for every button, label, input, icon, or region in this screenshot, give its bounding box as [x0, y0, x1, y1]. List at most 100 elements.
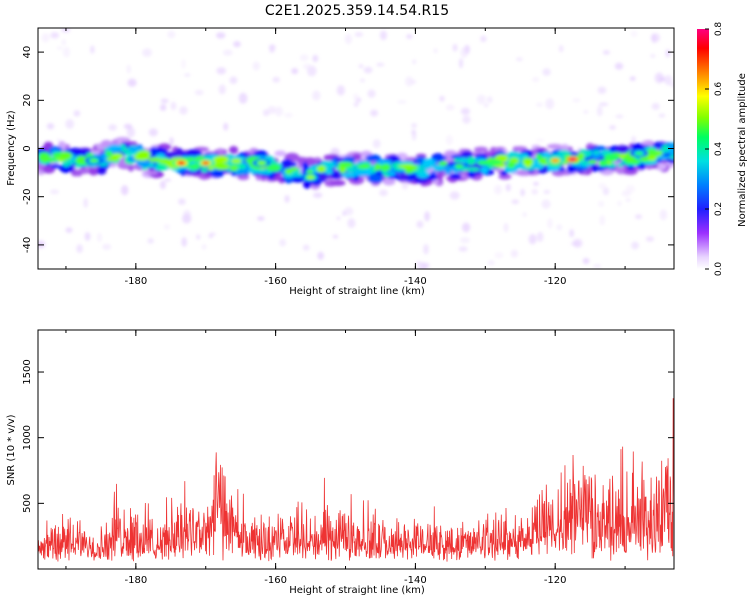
heatmap-speckle — [505, 183, 511, 192]
heatmap-speckle — [614, 62, 624, 70]
heatmap-blob — [115, 136, 131, 142]
heatmap-blob — [209, 169, 225, 178]
heatmap-blob — [516, 169, 529, 176]
heatmap-blob — [398, 173, 409, 180]
heatmap-peak — [569, 157, 577, 162]
heatmap-blob — [96, 167, 107, 175]
heatmap-speckle — [602, 50, 610, 55]
heatmap-speckle — [460, 107, 471, 115]
heatmap-blob — [283, 174, 295, 179]
heatmap-speckle — [545, 98, 555, 110]
heatmap-speckle — [183, 209, 191, 221]
heatmap-speckle — [458, 58, 464, 69]
heatmap-speckle — [449, 191, 460, 200]
colorbar-tick-label: 0.0 — [714, 262, 724, 277]
heatmap-speckle — [159, 104, 167, 111]
y-tick-label: 0 — [22, 145, 33, 151]
heatmap-speckle — [170, 101, 177, 111]
heatmap-speckle — [61, 39, 66, 46]
spectrogram-y-label: Frequency (Hz) — [6, 110, 17, 186]
heatmap-blob — [213, 155, 229, 164]
heatmap-speckle — [268, 44, 276, 51]
heatmap-speckle — [658, 113, 666, 118]
spectrogram-heatmap — [38, 28, 674, 269]
heatmap-blob — [535, 153, 543, 161]
snr-series-line — [38, 398, 674, 562]
heatmap-speckle — [424, 211, 430, 222]
x-tick-label: -160 — [264, 575, 287, 586]
heatmap-speckle — [665, 48, 671, 58]
heatmap-speckle — [344, 33, 352, 45]
heatmap-speckle — [484, 103, 489, 108]
heatmap-speckle — [462, 115, 471, 124]
heatmap-speckle — [181, 237, 188, 247]
heatmap-speckle — [196, 234, 201, 240]
heatmap-speckle — [123, 123, 133, 130]
heatmap-blob — [106, 157, 120, 162]
heatmap-speckle — [458, 246, 468, 252]
snr-frame — [37, 329, 675, 570]
heatmap-speckle — [358, 64, 364, 68]
heatmap-speckle — [522, 212, 527, 218]
heatmap-speckle — [596, 105, 603, 117]
heatmap-speckle — [299, 54, 309, 61]
heatmap-speckle — [147, 238, 154, 244]
heatmap-speckle — [344, 207, 354, 216]
heatmap-speckle — [164, 178, 172, 182]
heatmap-speckle — [651, 33, 657, 44]
heatmap-peak — [258, 160, 266, 165]
x-tick-label: -140 — [404, 575, 427, 586]
heatmap-speckle — [267, 106, 277, 114]
heatmap-speckle — [223, 122, 229, 131]
heatmap-blob — [524, 161, 532, 168]
heatmap-blob — [487, 159, 503, 166]
spectrogram-x-label: Height of straight line (km) — [289, 286, 425, 297]
heatmap-blob — [266, 163, 282, 172]
heatmap-speckle — [169, 136, 174, 146]
heatmap-speckle — [412, 59, 417, 65]
heatmap-speckle — [615, 114, 624, 119]
heatmap-speckle — [503, 222, 509, 233]
heatmap-speckle — [126, 126, 136, 138]
heatmap-speckle — [617, 200, 622, 207]
heatmap-speckle — [433, 48, 438, 54]
heatmap-blob — [38, 152, 49, 158]
heatmap-speckle — [65, 118, 75, 129]
heatmap-peak — [551, 158, 559, 163]
heatmap-blob — [374, 163, 382, 171]
heatmap-peak — [177, 160, 185, 165]
heatmap-speckle — [148, 128, 158, 137]
heatmap-speckle — [494, 184, 503, 195]
heatmap-blob — [668, 154, 674, 160]
heatmap-speckle — [645, 236, 655, 242]
x-tick-label: -140 — [404, 276, 427, 287]
heatmap-blob — [592, 145, 607, 151]
heatmap-blob — [110, 153, 124, 159]
y-tick-label: 1000 — [22, 425, 33, 450]
heatmap-blob — [598, 159, 609, 167]
heatmap-speckle — [650, 54, 656, 58]
heatmap-speckle — [201, 244, 207, 250]
heatmap-speckle — [572, 98, 581, 103]
heatmap-blob — [303, 180, 312, 189]
heatmap-blob — [200, 167, 208, 173]
heatmap-speckle — [46, 123, 55, 130]
heatmap-speckle — [65, 227, 73, 233]
heatmap-speckle — [582, 257, 590, 265]
heatmap-speckle — [411, 130, 417, 141]
heatmap-speckle — [238, 92, 248, 104]
heatmap-speckle — [439, 95, 445, 102]
heatmap-speckle — [284, 112, 293, 118]
heatmap-speckle — [167, 30, 176, 39]
heatmap-blob — [603, 153, 619, 162]
heatmap-speckle — [532, 76, 540, 83]
heatmap-speckle — [541, 199, 551, 209]
heatmap-speckle — [50, 189, 60, 195]
snr-x-axis: -180 -160 -140 -120 — [65, 330, 626, 586]
heatmap-blob — [617, 162, 624, 168]
heatmap-speckle — [461, 222, 471, 233]
heatmap-speckle — [406, 34, 413, 39]
heatmap-speckle — [535, 138, 545, 142]
heatmap-speckle — [630, 30, 638, 37]
heatmap-speckle — [558, 45, 564, 53]
